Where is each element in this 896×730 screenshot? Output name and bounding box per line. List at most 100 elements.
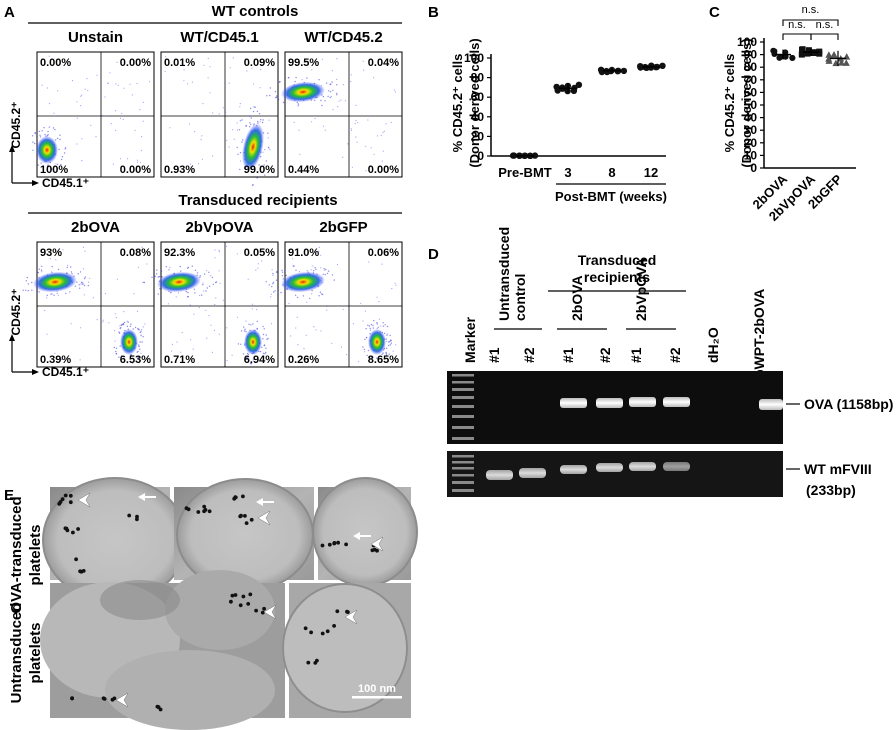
gold-particle xyxy=(68,493,73,498)
gold-particle xyxy=(238,603,243,608)
arrowhead-marker xyxy=(344,609,358,625)
flow-plot-frame xyxy=(284,51,403,178)
chart-c-point xyxy=(825,55,833,62)
chart-c-ytick-label: 0 xyxy=(750,161,757,175)
chart-c-point xyxy=(805,47,812,54)
gold-particle xyxy=(207,509,212,514)
chart-c-ytick-label: 50 xyxy=(744,98,758,112)
row1-label-2: platelets xyxy=(27,525,44,586)
chart-c-point xyxy=(798,51,805,58)
arrowhead-marker xyxy=(370,536,384,552)
sub-2bova: 2bOVA xyxy=(569,275,585,321)
lane-label-dh2o: dH₂O xyxy=(705,327,721,363)
significance-label: n.s. xyxy=(816,19,834,31)
gold-particle xyxy=(127,513,132,518)
gold-particle xyxy=(81,569,86,573)
quadrant-percent: 0.93% xyxy=(164,164,195,176)
chart-c-ylabel-2: (Donor derived cells) xyxy=(739,38,754,167)
panel-c: C % CD45.2⁺ cells (Donor derived cells) … xyxy=(709,4,856,224)
quadrant-percent: 0.01% xyxy=(164,57,195,69)
arrowhead-marker xyxy=(115,692,129,708)
chart-c-point-group xyxy=(798,46,823,58)
flow-plot: WT/CD45.1 0.01% 0.09% 0.93% 99.0% xyxy=(160,29,279,186)
y-axis-label-2: CD45.2⁺ xyxy=(9,288,23,335)
chart-b-ylabel-1: % CD45.2⁺ cells xyxy=(450,54,465,153)
gold-particle xyxy=(232,496,237,501)
gold-particle xyxy=(320,543,325,548)
gold-particle xyxy=(345,609,349,614)
quadrant-percent: 8.65% xyxy=(368,354,399,366)
quadrant-percent: 0.00% xyxy=(120,164,151,176)
transduced-header-1: Transduced xyxy=(578,252,657,268)
transduced-title: Transduced recipients xyxy=(178,192,337,209)
gold-particle xyxy=(230,593,235,598)
chart-b-xtick-label: 12 xyxy=(644,165,658,180)
arrowhead-marker xyxy=(263,604,277,620)
gold-particle xyxy=(239,513,243,518)
population-density xyxy=(157,271,201,293)
chart-c-ytick-label: 60 xyxy=(744,85,758,99)
quadrant-percent: 0.26% xyxy=(288,354,319,366)
chart-b-ytick-label: 80 xyxy=(471,71,485,85)
flow-plot: Unstain 0.00% 0.00% 100% 0.00% xyxy=(31,29,155,178)
flow-axes-bottom: CD45.2⁺ CD45.1⁺ xyxy=(9,288,89,379)
quadrant-percent: 92.3% xyxy=(164,247,195,259)
chart-c-ytick-label: 20 xyxy=(744,136,758,150)
chart-c-point xyxy=(776,54,783,61)
flow-plot: 2bVpOVA 92.3% 0.05% 0.71% 6.94% xyxy=(142,219,279,368)
gold-particle xyxy=(186,507,191,512)
quadrant-percent: 0.06% xyxy=(368,247,399,259)
event-dots xyxy=(40,55,151,165)
gel-mfviii-bands xyxy=(486,462,690,480)
gold-particle xyxy=(244,521,249,525)
panel-label-a: A xyxy=(4,4,15,21)
population-density xyxy=(242,123,264,171)
population-halo xyxy=(22,265,90,297)
gold-particle xyxy=(335,609,340,614)
em-image-3 xyxy=(312,477,418,587)
gold-particle xyxy=(63,526,68,531)
immunogold-particles xyxy=(57,493,379,712)
chart-c-point xyxy=(789,54,796,61)
chart-c-point xyxy=(799,46,805,53)
lane-number: #1 xyxy=(486,347,502,363)
chart-c-point-group xyxy=(825,50,851,67)
chart-b-ytick-label: 40 xyxy=(471,110,485,124)
chart-c-ytick-label: 90 xyxy=(744,48,758,62)
significance-label: n.s. xyxy=(788,19,806,31)
chart-b-point xyxy=(509,152,517,159)
chart-b-point xyxy=(531,152,539,159)
gold-particle xyxy=(135,514,139,519)
population-halo xyxy=(113,321,144,364)
gold-particle xyxy=(78,569,82,574)
gold-particle xyxy=(74,557,78,562)
band-label-ova: OVA (1158bp) xyxy=(804,396,893,412)
chart-b-point xyxy=(575,81,583,89)
lane-number: #2 xyxy=(597,347,613,363)
quadrant-percent: 100% xyxy=(40,164,68,176)
em-markers xyxy=(77,492,384,708)
gold-particle xyxy=(155,704,160,709)
arrow-marker-head xyxy=(353,532,360,540)
chart-c-point xyxy=(837,59,845,66)
gold-particle xyxy=(260,610,265,615)
row2-label-2: platelets xyxy=(27,623,44,684)
flow-plots: Unstain 0.00% 0.00% 100% 0.00% WT/CD45.1 0.01%… xyxy=(22,29,403,368)
chart-c: 01020304050607080901002bOVA2bVpOVA2bGFPn… xyxy=(737,4,856,224)
significance-bracket xyxy=(782,33,812,40)
chart-b-point-group xyxy=(637,62,666,72)
chart-c-point xyxy=(830,51,838,58)
chart-c-point xyxy=(825,51,833,58)
transduced-header-2: recipients xyxy=(584,269,650,285)
band-label-mfviii-2: (233bp) xyxy=(806,482,856,498)
quadrant-percent: 0.05% xyxy=(244,247,275,259)
lane-number: #1 xyxy=(560,347,576,363)
population-density xyxy=(281,271,325,293)
gold-particle xyxy=(344,542,348,547)
gold-particle xyxy=(375,548,379,553)
chart-b-ytick-label: 60 xyxy=(471,90,485,104)
chart-b-xtick-label: 8 xyxy=(608,165,615,180)
gel-mfviii-ladder xyxy=(452,455,474,492)
gold-particle xyxy=(60,497,65,502)
